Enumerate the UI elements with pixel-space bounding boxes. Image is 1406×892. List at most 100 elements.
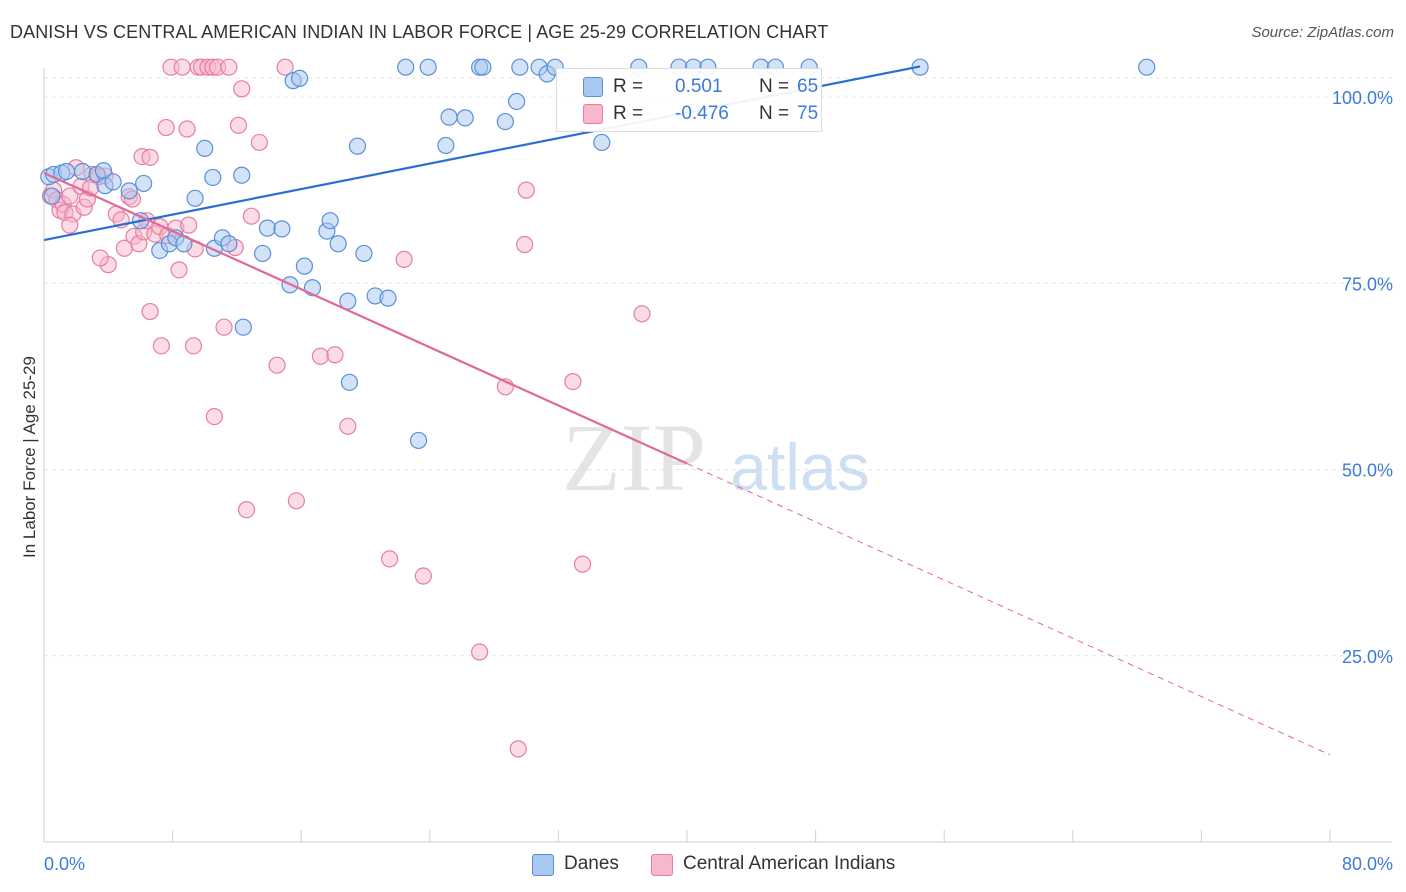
data-point: [419, 58, 437, 76]
cai-swatch: [583, 104, 603, 124]
axes: [43, 68, 1392, 843]
data-point: [440, 108, 458, 126]
data-point: [157, 118, 175, 137]
data-point: [311, 347, 330, 365]
data-point: [204, 168, 222, 187]
data-point: [276, 58, 294, 76]
gridlines: [44, 77, 1392, 657]
watermark: ZIP atlas: [562, 404, 870, 511]
cai-trend-line: [43, 171, 688, 465]
data-point: [290, 69, 309, 87]
data-point: [196, 139, 214, 158]
y-axis-label: In Labor Force | Age 25-29: [20, 356, 39, 558]
data-point: [233, 80, 251, 98]
data-point: [511, 58, 529, 76]
danes-legend-swatch: [532, 854, 554, 876]
data-point: [456, 109, 474, 127]
data-point: [220, 58, 238, 76]
y-tick-label: 50.0%: [1342, 461, 1393, 481]
data-point: [496, 112, 514, 131]
data-point: [516, 235, 534, 254]
data-point: [141, 302, 159, 321]
cai-r-value: -0.476: [675, 103, 729, 124]
data-point: [517, 181, 535, 199]
data-point: [234, 318, 252, 336]
data-point: [340, 373, 359, 391]
n-label: N =: [759, 103, 790, 124]
data-point: [471, 643, 489, 661]
cai-trend-line-extension: [686, 463, 1331, 756]
data-point: [509, 740, 527, 758]
data-point: [409, 431, 428, 450]
data-point: [61, 187, 79, 205]
data-point: [120, 182, 138, 200]
series-central-american-indians: [41, 58, 651, 758]
data-point: [180, 216, 198, 234]
data-point: [242, 207, 260, 225]
danes-legend-label: Danes: [564, 853, 619, 874]
data-point: [104, 173, 122, 191]
data-point: [295, 257, 314, 275]
data-point: [237, 501, 256, 519]
r-label: R =: [613, 76, 644, 97]
cai-legend-label: Central American Indians: [683, 853, 896, 874]
watermark-atlas: atlas: [730, 430, 869, 504]
data-point: [397, 58, 415, 76]
data-point: [43, 187, 61, 205]
data-point: [135, 174, 153, 193]
data-point: [326, 346, 344, 364]
data-point: [215, 318, 233, 336]
tick-labels: 25.0% 50.0% 75.0% 100.0% 0.0% 80.0%: [44, 88, 1393, 874]
data-point: [381, 550, 399, 568]
data-point: [273, 220, 291, 238]
data-point: [508, 92, 526, 111]
danes-swatch: [583, 77, 603, 97]
n-label: N =: [759, 76, 790, 97]
data-point: [355, 244, 373, 263]
data-point: [61, 216, 79, 234]
data-point: [573, 555, 592, 573]
y-tick-label: 75.0%: [1342, 274, 1393, 294]
data-point: [268, 356, 286, 374]
x-tick-label: 80.0%: [1342, 854, 1393, 874]
data-point: [1138, 58, 1156, 76]
data-point: [73, 162, 92, 181]
data-point: [474, 58, 492, 76]
data-point: [186, 189, 204, 207]
data-point: [91, 249, 109, 267]
cai-legend-swatch: [651, 854, 673, 876]
r-label: R =: [613, 103, 644, 124]
data-point: [229, 116, 248, 134]
y-tick-label: 25.0%: [1342, 647, 1393, 667]
data-point: [348, 137, 367, 155]
data-point: [564, 372, 582, 391]
watermark-zip: ZIP: [562, 404, 706, 511]
source-label: Source: ZipAtlas.com: [1251, 24, 1394, 41]
data-point: [254, 244, 272, 263]
data-point: [233, 166, 251, 184]
data-point: [258, 219, 277, 237]
data-point: [379, 289, 397, 307]
data-point: [321, 212, 339, 230]
data-point: [184, 337, 203, 355]
y-tick-label: 100.0%: [1332, 88, 1393, 108]
cai-n-value: 75: [797, 103, 819, 124]
data-point: [152, 337, 170, 355]
data-point: [395, 250, 413, 269]
data-point: [170, 261, 188, 279]
data-point: [633, 305, 651, 323]
danes-n-value: 65: [797, 76, 819, 97]
data-point: [329, 235, 347, 253]
data-point: [220, 235, 238, 253]
data-point: [437, 136, 455, 155]
x-tick-label: 0.0%: [44, 854, 85, 874]
danes-r-value: 0.501: [675, 76, 723, 97]
stats-legend: R = 0.501 N = 65 R = -0.476 N = 75: [556, 68, 822, 132]
data-point: [141, 148, 159, 166]
data-point: [593, 133, 611, 152]
data-point: [173, 58, 191, 76]
data-point: [339, 417, 357, 435]
series-danes: [40, 58, 1156, 450]
data-point: [287, 492, 305, 510]
